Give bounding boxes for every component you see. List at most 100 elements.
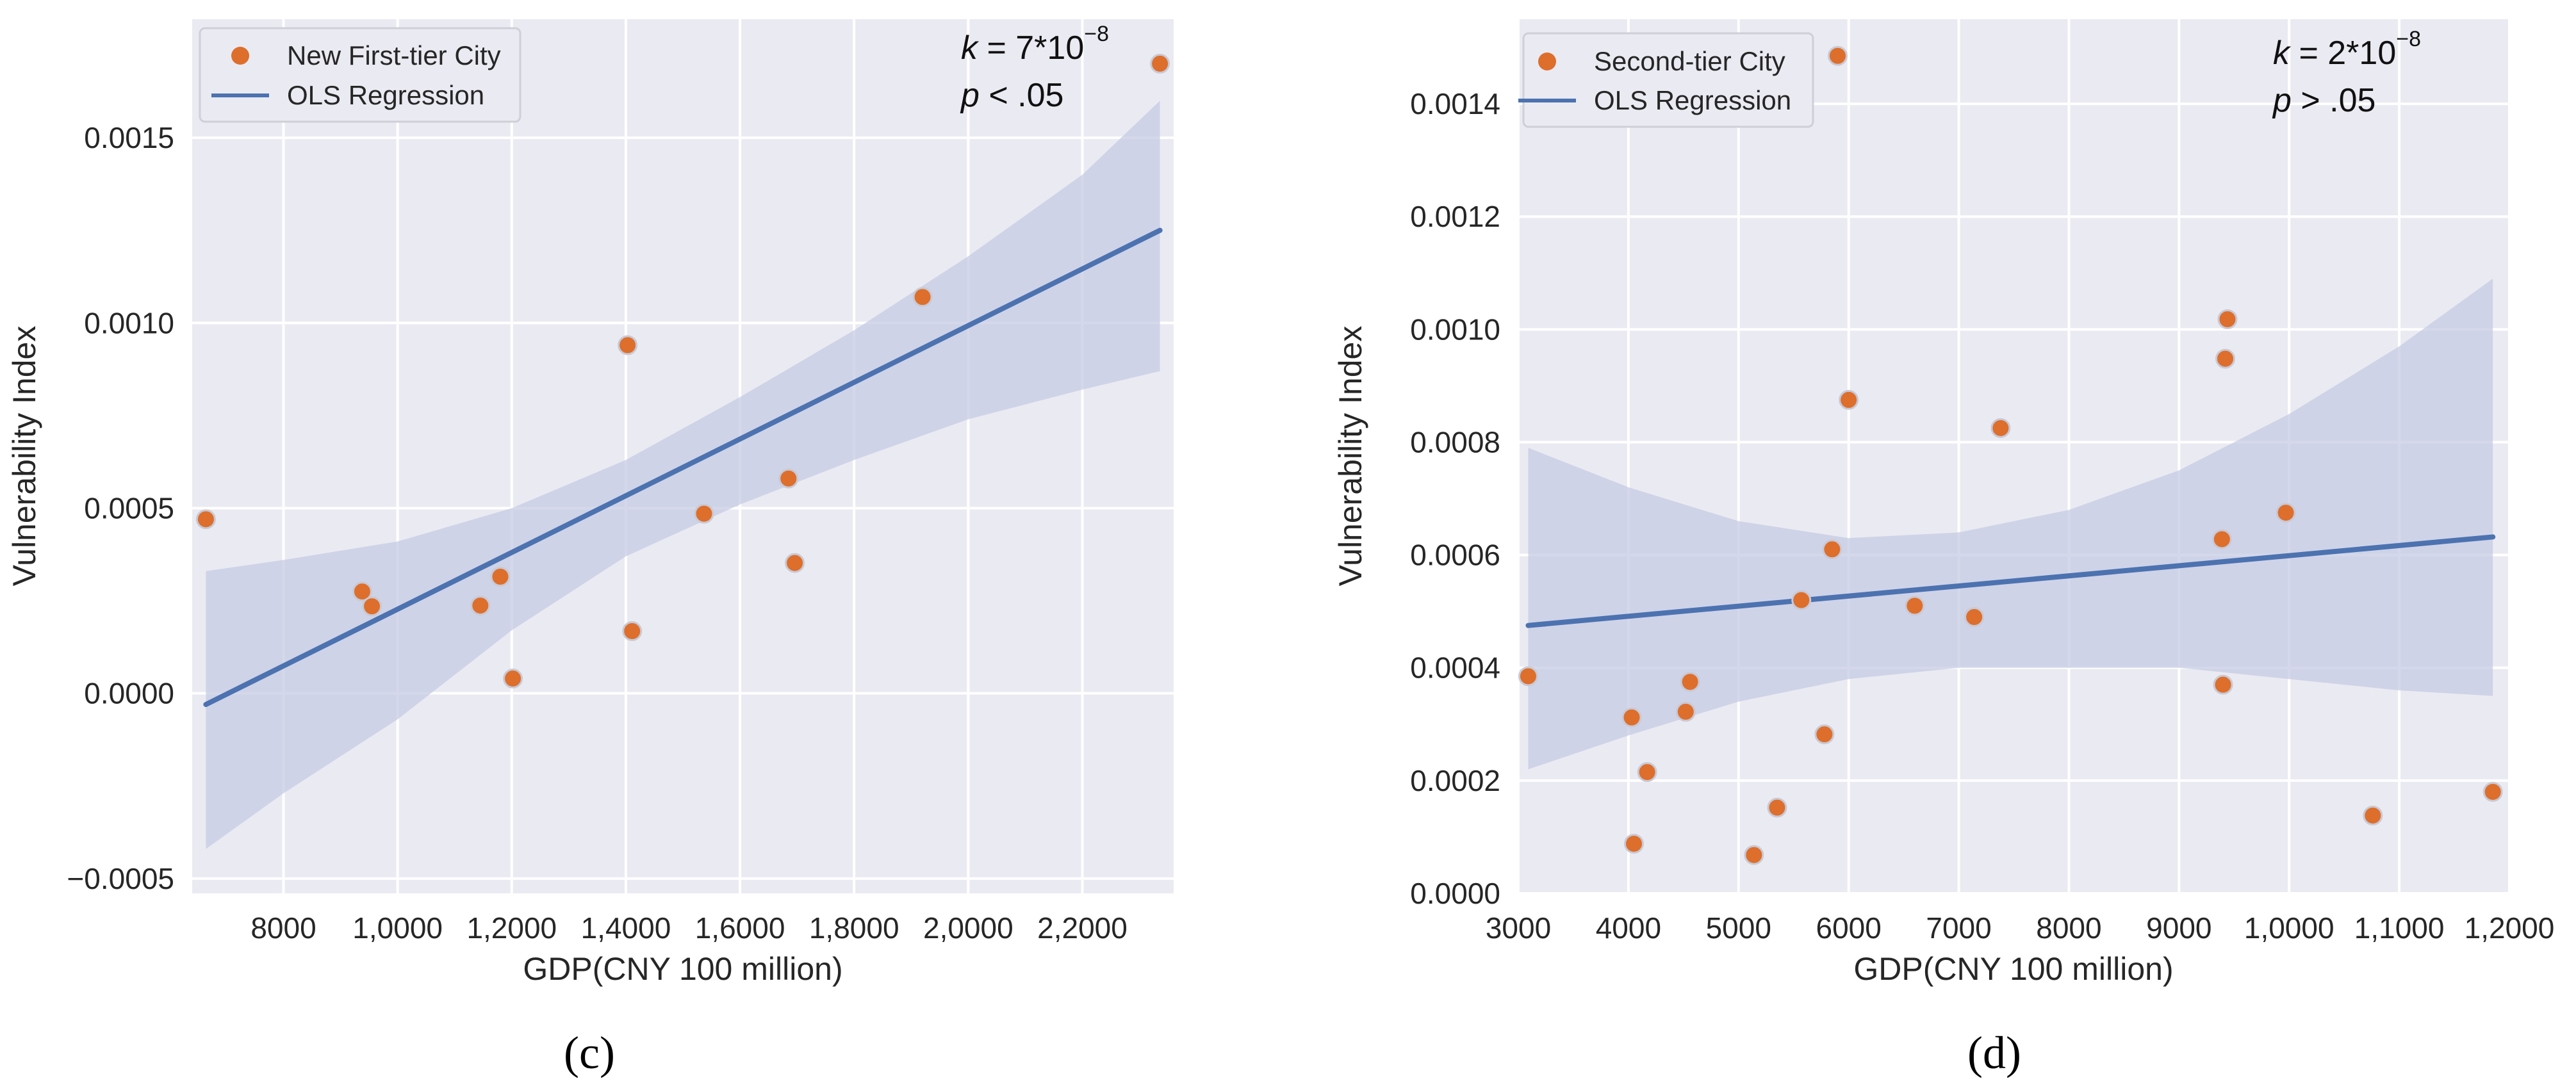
data-point xyxy=(1621,707,1642,727)
y-axis-label-c: Vulnerability Index xyxy=(6,326,42,587)
regression-line-d xyxy=(1525,534,2496,628)
data-point xyxy=(1839,389,1859,410)
regression-line-c xyxy=(203,227,1163,708)
data-point xyxy=(1822,539,1842,560)
x-tick-label: 3000 xyxy=(1486,911,1551,945)
data-point xyxy=(1518,666,1538,687)
legend-scatter-label-c: New First-tier City xyxy=(287,40,501,70)
y-tick-label: 0.0002 xyxy=(1410,764,1500,797)
x-tick-label: 8000 xyxy=(2036,911,2101,945)
p-annotation-c: p < .05 xyxy=(960,77,1063,114)
data-point xyxy=(785,553,805,573)
data-point xyxy=(694,503,714,524)
legend-point-marker-d xyxy=(1538,53,1556,70)
x-tick-label: 5000 xyxy=(1706,911,1771,945)
y-tick-labels-c: −0.0005 0.0000 0.0005 0.0010 0.0015 xyxy=(67,121,174,895)
x-tick-label: 1,2000 xyxy=(2465,911,2555,945)
x-tick-label: 1,0000 xyxy=(2244,911,2334,945)
y-tick-labels-d: 0.0000 0.0002 0.0004 0.0006 0.0008 0.0010 0.00… xyxy=(1410,87,1500,910)
x-axis-label-d: GDP(CNY 100 million) xyxy=(1853,951,2173,987)
data-point xyxy=(1150,53,1170,74)
data-point xyxy=(352,581,372,602)
p-annotation-d: p > .05 xyxy=(2272,82,2375,119)
y-tick-label: 0.0012 xyxy=(1410,200,1500,233)
data-points-d xyxy=(1518,45,2503,865)
data-point xyxy=(195,509,216,530)
y-tick-label: 0.0015 xyxy=(84,121,174,154)
x-tick-label: 6000 xyxy=(1816,911,1881,945)
data-point xyxy=(1637,762,1657,783)
x-tick-label: 1,2000 xyxy=(466,911,557,945)
data-point xyxy=(503,669,523,689)
data-point xyxy=(2363,805,2383,825)
x-tick-label: 1,8000 xyxy=(809,911,899,945)
y-tick-label: 0.0010 xyxy=(84,306,174,339)
legend-point-marker-c xyxy=(231,47,249,65)
legend-scatter-label-d: Second-tier City xyxy=(1594,46,1785,76)
data-point xyxy=(2213,674,2233,695)
data-point xyxy=(778,468,799,489)
data-point xyxy=(1744,845,1764,865)
x-tick-label: 1,4000 xyxy=(581,911,671,945)
data-point xyxy=(1791,590,1812,610)
x-tick-label: 2,2000 xyxy=(1037,911,1128,945)
legend-box-d xyxy=(1522,32,1814,128)
legend-d: Second-tier City OLS Regression xyxy=(1518,32,1814,128)
x-tick-labels-d: 3000 4000 5000 6000 7000 8000 9000 1,0000 1,1000… xyxy=(1486,911,2555,945)
data-point xyxy=(1767,797,1787,818)
confidence-band-d xyxy=(1528,279,2493,770)
stats-annotation-c: k = 7*10−8 p < .05 xyxy=(960,22,1109,114)
legend-box-c xyxy=(199,27,521,123)
k-annotation-c: k = 7*10−8 xyxy=(961,22,1109,67)
data-point xyxy=(912,287,933,307)
x-tick-label: 4000 xyxy=(1596,911,1661,945)
data-point xyxy=(470,596,491,616)
y-tick-label: 0.0010 xyxy=(1410,313,1500,346)
panel-label-c: (c) xyxy=(564,1027,615,1078)
data-point xyxy=(2482,781,2503,802)
x-axis-label-c: GDP(CNY 100 million) xyxy=(523,951,842,987)
data-point xyxy=(1964,606,1985,627)
legend-line-label-d: OLS Regression xyxy=(1594,85,1791,115)
y-tick-label: 0.0014 xyxy=(1410,87,1500,120)
chart-panel-d: 3000 4000 5000 6000 7000 8000 9000 1,0000 1,1000… xyxy=(1333,19,2554,1078)
chart-panel-c: 8000 1,0000 1,2000 1,4000 1,6000 1,8000 2,0000… xyxy=(6,19,1174,1078)
y-tick-label: 0.0006 xyxy=(1410,539,1500,572)
data-point xyxy=(1990,418,2011,438)
data-point xyxy=(362,596,382,617)
x-tick-label: 2,0000 xyxy=(923,911,1013,945)
data-point xyxy=(2217,309,2238,330)
x-tick-labels-c: 8000 1,0000 1,2000 1,4000 1,6000 1,8000 2,0000… xyxy=(250,911,1128,945)
data-point xyxy=(1827,45,1848,66)
y-tick-label: 0.0005 xyxy=(84,491,174,524)
data-point xyxy=(1623,834,1644,854)
x-tick-label: 1,0000 xyxy=(352,911,443,945)
data-point xyxy=(2276,503,2296,523)
x-tick-label: 8000 xyxy=(250,911,316,945)
legend-c: New First-tier City OLS Regression xyxy=(199,27,521,123)
k-annotation-d: k = 2*10−8 xyxy=(2273,27,2421,72)
data-point xyxy=(622,621,643,641)
y-tick-label: 0.0008 xyxy=(1410,425,1500,459)
data-point xyxy=(1814,724,1835,745)
x-tick-label: 9000 xyxy=(2146,911,2211,945)
data-point xyxy=(490,566,511,587)
legend-line-label-c: OLS Regression xyxy=(287,80,484,110)
y-tick-label: −0.0005 xyxy=(67,862,174,895)
x-tick-label: 1,6000 xyxy=(695,911,785,945)
y-axis-label-d: Vulnerability Index xyxy=(1333,326,1368,587)
data-point xyxy=(2211,529,2232,549)
data-point xyxy=(1680,672,1700,692)
y-tick-label: 0.0000 xyxy=(84,677,174,710)
data-point xyxy=(618,335,638,355)
panel-label-d: (d) xyxy=(1967,1027,2021,1078)
y-tick-label: 0.0000 xyxy=(1410,877,1500,910)
data-point xyxy=(1905,596,1925,616)
y-tick-label: 0.0004 xyxy=(1410,651,1500,685)
data-point xyxy=(1675,701,1696,722)
data-points-c xyxy=(195,53,1170,689)
data-point xyxy=(2215,348,2236,369)
x-tick-label: 1,1000 xyxy=(2354,911,2445,945)
stats-annotation-d: k = 2*10−8 p > .05 xyxy=(2272,27,2421,119)
